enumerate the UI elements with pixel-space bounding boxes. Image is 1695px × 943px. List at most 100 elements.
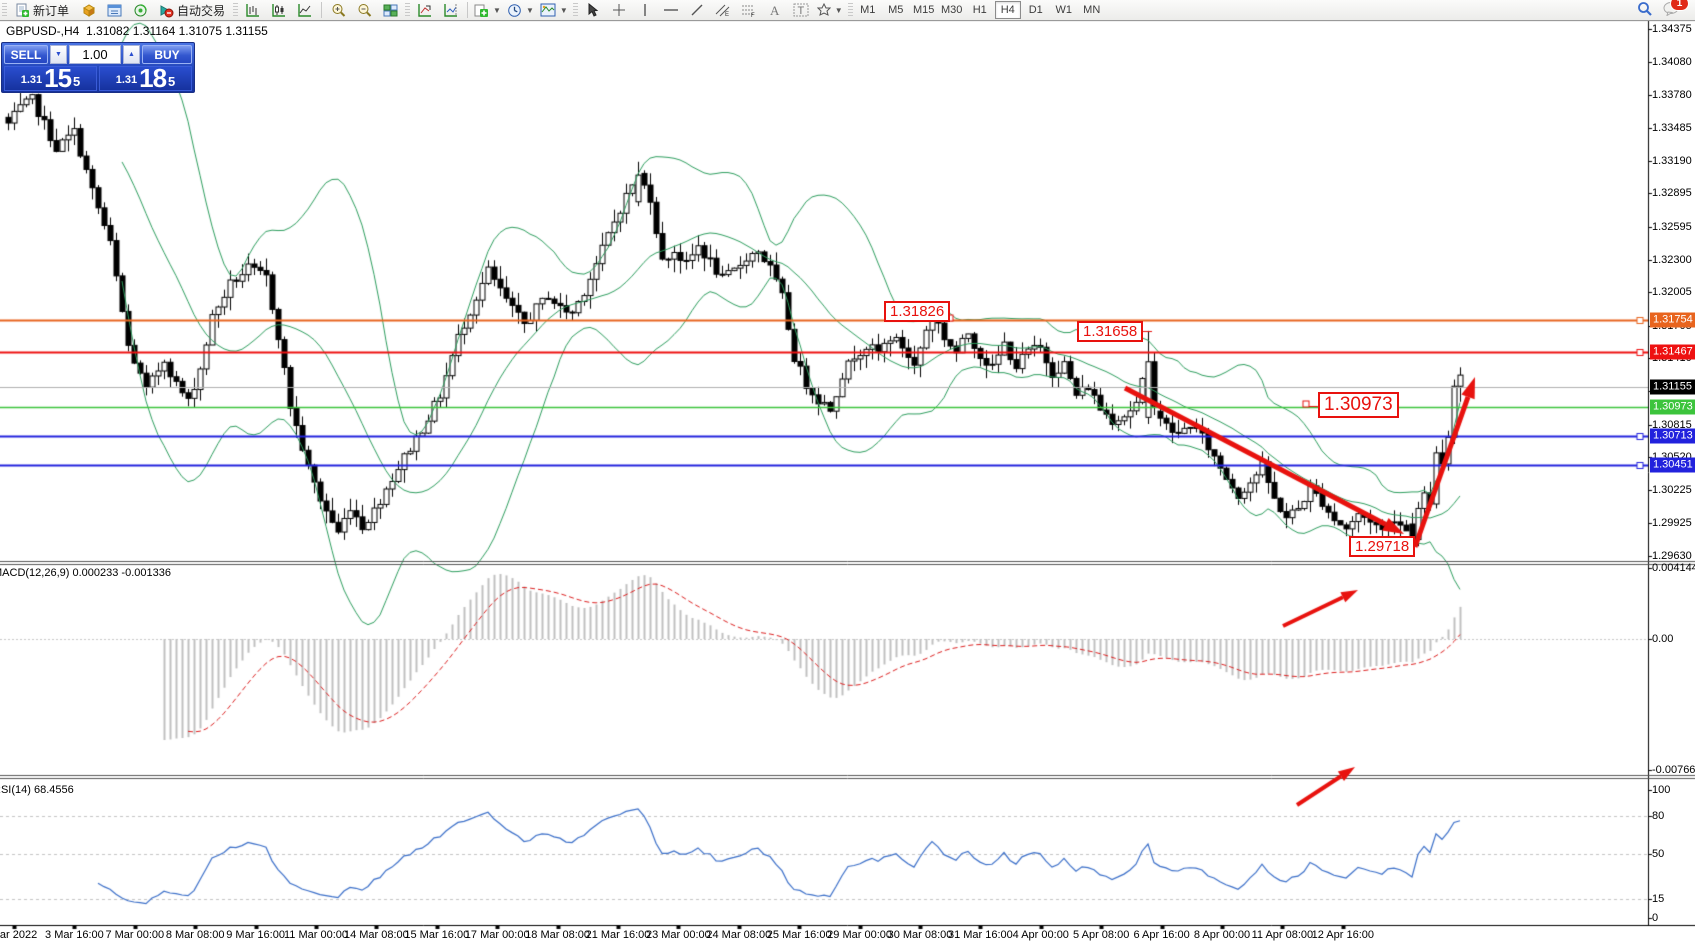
buy-button[interactable]: BUY — [142, 45, 192, 64]
indicator-list-icon — [417, 3, 433, 18]
ohlc-open: 1.31082 — [86, 24, 130, 38]
time-axis-label: 7 Mar 00:00 — [105, 929, 165, 941]
navigator-button[interactable] — [127, 0, 153, 20]
price-axis-tick: 1.33485 — [1652, 121, 1692, 134]
fibonacci-tool-button[interactable]: F — [736, 0, 762, 20]
vertical-line-tool-button[interactable] — [632, 0, 658, 20]
price-badge: 1.30973 — [1650, 399, 1695, 415]
candle-chart-icon — [271, 3, 287, 18]
price-annotation-label[interactable]: 1.29718 — [1349, 536, 1416, 558]
price-badge: 1.31155 — [1650, 379, 1695, 395]
trendline-icon — [690, 3, 704, 17]
time-axis-label: 8 Mar 08:00 — [165, 929, 225, 941]
dropdown-arrow-icon: ▼ — [493, 5, 501, 15]
market-watch-button[interactable] — [75, 0, 101, 20]
macd-axis-tick: 0.004144 — [1652, 562, 1695, 574]
equidistant-channel-icon: E — [715, 3, 731, 17]
price-axis-tick: 1.29925 — [1652, 517, 1692, 530]
cursor-tool-button[interactable] — [580, 0, 606, 20]
timeframe-button-d1[interactable]: D1 — [1028, 4, 1043, 16]
buy-price-display[interactable]: 1.31 18 5 — [99, 66, 192, 91]
symbol-title: GBPUSD-,H4 — [6, 24, 80, 38]
price-annotation-label[interactable]: 1.31658 — [1077, 321, 1144, 343]
candle-chart-mode-button[interactable] — [266, 0, 292, 20]
text-tool-button[interactable]: A — [762, 0, 788, 20]
arrows-tool-button[interactable]: ▼ — [814, 0, 846, 20]
price-badge: 1.30713 — [1650, 428, 1695, 444]
sell-price-small: 1.31 — [20, 74, 43, 86]
zoom-out-icon — [357, 3, 372, 18]
price-annotation-label[interactable]: 1.31826 — [884, 301, 951, 323]
toolbar-grip[interactable] — [405, 3, 411, 17]
template-icon — [540, 3, 556, 17]
rsi-axis-tick: 80 — [1652, 809, 1665, 822]
svg-text:T: T — [797, 5, 804, 17]
price-axis-tick: 1.32895 — [1652, 187, 1692, 200]
line-chart-mode-button[interactable] — [292, 0, 318, 20]
search-icon[interactable] — [1637, 1, 1653, 20]
time-axis-label: 11 Apr 08:00 — [1251, 929, 1314, 941]
indicator-window-button[interactable] — [438, 0, 464, 20]
price-badge: 1.31467 — [1650, 344, 1695, 360]
data-window-button[interactable] — [101, 0, 127, 20]
rsi-label: RSI(14) 68.4556 — [0, 784, 74, 796]
svg-text:E: E — [725, 12, 729, 17]
period-button[interactable]: ▼ — [504, 0, 537, 20]
line-chart-icon — [297, 3, 313, 18]
zoom-in-button[interactable] — [325, 0, 351, 20]
time-axis-label: 11 Mar 00:00 — [283, 929, 349, 941]
buy-price-sup: 5 — [168, 74, 176, 89]
time-axis-label: 21 Mar 16:00 — [585, 929, 651, 941]
buy-price-small: 1.31 — [115, 74, 138, 86]
crosshair-tool-button[interactable] — [606, 0, 632, 20]
time-axis-label: 3 Mar 16:00 — [45, 929, 104, 941]
timeframe-button-m15[interactable]: M15 — [913, 4, 935, 16]
timeframe-button-m30[interactable]: M30 — [941, 4, 963, 16]
navigator-icon — [133, 3, 148, 18]
one-click-trading-panel: SELL ▼ ▲ BUY 1.31 15 5 1.31 18 5 — [1, 42, 195, 93]
toolbar-grip[interactable] — [233, 3, 239, 17]
new-order-icon — [15, 3, 30, 18]
price-axis-tick: 1.32300 — [1652, 253, 1692, 266]
time-axis-label: 31 Mar 16:00 — [947, 929, 1013, 941]
ohlc-high: 1.31164 — [132, 24, 176, 38]
bar-chart-mode-button[interactable] — [240, 0, 266, 20]
toolbar-grip[interactable] — [2, 3, 7, 17]
new-order-button[interactable]: 新订单 — [9, 0, 75, 20]
volume-decrease-button[interactable]: ▼ — [50, 45, 67, 64]
indicator-window-icon — [443, 3, 459, 18]
autotrading-icon — [159, 3, 174, 18]
sell-button[interactable]: SELL — [4, 45, 48, 64]
tile-windows-icon — [383, 3, 398, 18]
toolbar-grip[interactable] — [572, 3, 578, 17]
time-axis-label: 14 Mar 08:00 — [343, 929, 409, 941]
autotrading-button[interactable]: 自动交易 — [153, 0, 231, 20]
horizontal-line-tool-button[interactable] — [658, 0, 684, 20]
volume-input[interactable] — [69, 45, 121, 64]
indicator-list-button[interactable] — [412, 0, 438, 20]
timeframe-button-mn[interactable]: MN — [1083, 4, 1101, 16]
zoom-out-button[interactable] — [351, 0, 377, 20]
tile-windows-button[interactable] — [377, 0, 403, 20]
toolbar-grip[interactable] — [847, 3, 853, 17]
text-label-tool-button[interactable]: T — [788, 0, 814, 20]
timeframe-button-h4[interactable]: H4 — [994, 1, 1021, 19]
add-indicator-button[interactable]: ▼ — [471, 0, 504, 20]
price-annotation-label[interactable]: 1.30973 — [1318, 392, 1399, 418]
price-axis-tick: 1.33190 — [1652, 154, 1692, 167]
timeframe-button-w1[interactable]: W1 — [1055, 4, 1072, 16]
clock-icon — [507, 3, 522, 18]
channel-tool-button[interactable]: E — [710, 0, 736, 20]
template-button[interactable]: ▼ — [537, 0, 571, 20]
time-axis-label: 17 Mar 00:00 — [464, 929, 530, 941]
notifications-button[interactable]: 1 — [1663, 0, 1689, 19]
timeframe-button-h1[interactable]: H1 — [972, 4, 987, 16]
volume-increase-button[interactable]: ▲ — [123, 45, 140, 64]
arrows-icon — [816, 3, 831, 17]
sell-price-display[interactable]: 1.31 15 5 — [4, 66, 97, 91]
timeframe-button-m5[interactable]: M5 — [888, 4, 904, 16]
trendline-tool-button[interactable] — [684, 0, 710, 20]
timeframe-button-m1[interactable]: M1 — [860, 4, 876, 16]
dropdown-arrow-icon: ▼ — [559, 5, 568, 15]
